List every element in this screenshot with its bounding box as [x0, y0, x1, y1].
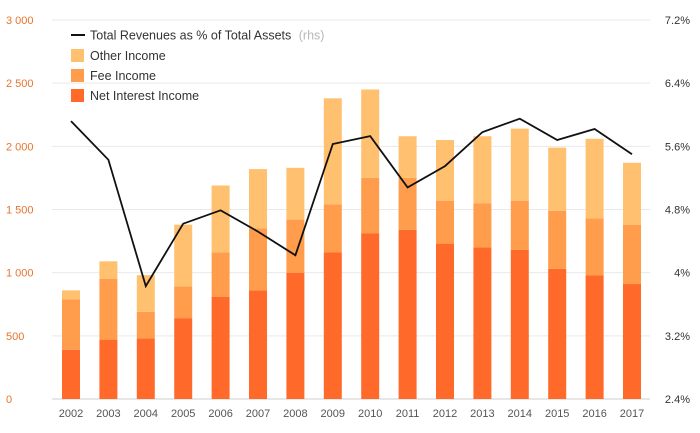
- bar-segment: [623, 284, 641, 399]
- bar-segment: [136, 338, 155, 399]
- bar-segment: [211, 252, 230, 297]
- x-tick-label: 2013: [470, 408, 494, 420]
- x-tick-label: 2003: [96, 408, 120, 420]
- x-axis-ticks: 2002 2003 2004 2005 2006 2007 2008 2009 2010 2011…: [59, 408, 644, 420]
- bar-segment: [62, 349, 80, 399]
- right-tick-label: 6.4%: [665, 78, 690, 90]
- bar-segment: [398, 136, 417, 178]
- bar-segment: [211, 296, 230, 399]
- bar-segment: [510, 249, 529, 399]
- bars: [62, 89, 641, 399]
- bar-segment: [174, 224, 193, 287]
- legend-swatch-other-income: [71, 49, 84, 62]
- bar-segment: [623, 162, 641, 225]
- bar-segment: [286, 219, 305, 273]
- x-tick-label: 2017: [620, 408, 644, 420]
- bar-segment: [473, 136, 492, 204]
- bar-segment: [398, 177, 417, 230]
- bar-segment: [323, 204, 342, 253]
- bar-segment: [286, 167, 305, 220]
- bar-segment: [361, 89, 380, 178]
- x-tick-label: 2006: [208, 408, 232, 420]
- left-tick-label: 3 000: [6, 15, 34, 27]
- bar-segment: [585, 218, 604, 276]
- bar-segment: [99, 278, 118, 340]
- bar-segment: [473, 203, 492, 248]
- bar-segment: [398, 229, 417, 399]
- bar-segment: [136, 311, 155, 339]
- legend-label-net-interest-income: Net Interest Income: [90, 89, 199, 103]
- bar-segment: [548, 268, 567, 399]
- x-tick-label: 2005: [171, 408, 195, 420]
- x-tick-label: 2009: [321, 408, 345, 420]
- bar-segment: [361, 177, 380, 234]
- bar-segment: [548, 210, 567, 269]
- bar-segment: [436, 200, 454, 244]
- left-tick-label: 1 500: [6, 205, 34, 217]
- bar-segment: [62, 299, 80, 350]
- right-tick-label: 2.4%: [665, 394, 690, 406]
- legend-swatch-fee-income: [71, 69, 84, 82]
- x-tick-label: 2014: [508, 408, 532, 420]
- left-tick-label: 500: [6, 331, 24, 343]
- bar-segment: [510, 200, 529, 250]
- legend: Total Revenues as % of Total Assets (rhs…: [71, 29, 324, 103]
- bar-segment: [548, 147, 567, 211]
- x-tick-label: 2002: [59, 408, 83, 420]
- left-tick-label: 2 500: [6, 78, 34, 90]
- bar-segment: [174, 286, 193, 319]
- x-tick-label: 2007: [246, 408, 270, 420]
- bar-segment: [99, 339, 118, 399]
- line-path: [70, 117, 633, 289]
- right-tick-label: 4%: [674, 268, 690, 280]
- bar-segment: [510, 128, 529, 201]
- bar-segment: [249, 228, 267, 291]
- bar-segment: [585, 275, 604, 399]
- right-tick-label: 7.2%: [665, 15, 690, 27]
- bar-segment: [99, 261, 118, 279]
- left-tick-label: 2 000: [6, 141, 34, 153]
- bar-segment: [436, 243, 454, 399]
- legend-line-label: Total Revenues as % of Total Assets (rhs…: [90, 29, 324, 43]
- left-tick-label: 1 000: [6, 268, 34, 280]
- legend-swatch-net-interest-income: [71, 89, 84, 102]
- x-tick-label: 2004: [134, 408, 158, 420]
- bar-segment: [249, 290, 267, 399]
- bar-segment: [361, 233, 380, 399]
- bar-segment: [323, 252, 342, 399]
- legend-label-fee-income: Fee Income: [90, 69, 156, 83]
- bar-segment: [436, 140, 454, 201]
- x-tick-label: 2011: [396, 408, 420, 420]
- legend-line-note: (rhs): [299, 29, 325, 43]
- x-tick-label: 2012: [433, 408, 457, 420]
- bar-segment: [174, 318, 193, 399]
- bar-segment: [585, 138, 604, 219]
- legend-label-other-income: Other Income: [90, 49, 166, 63]
- right-tick-label: 5.6%: [665, 141, 690, 153]
- x-tick-label: 2015: [545, 408, 569, 420]
- left-tick-label: 0: [6, 394, 12, 406]
- x-tick-label: 2016: [582, 408, 606, 420]
- right-tick-label: 3.2%: [665, 331, 690, 343]
- revenue-ratio-line: [70, 117, 633, 289]
- legend-line-name: Total Revenues as % of Total Assets: [90, 29, 291, 43]
- x-tick-label: 2008: [283, 408, 307, 420]
- bar-segment: [136, 275, 155, 312]
- bar-segment: [286, 272, 305, 399]
- right-axis-ticks: 2.4% 3.2% 4% 4.8% 5.6% 6.4% 7.2%: [665, 15, 690, 406]
- bar-segment: [473, 247, 492, 399]
- bar-segment: [211, 185, 230, 253]
- bar-segment: [249, 169, 267, 229]
- right-tick-label: 4.8%: [665, 205, 690, 217]
- left-axis-ticks: 0 500 1 000 1 500 2 000 2 500 3 000: [6, 15, 34, 406]
- bar-segment: [62, 290, 80, 300]
- x-tick-label: 2010: [358, 408, 382, 420]
- bar-segment: [623, 224, 641, 285]
- bar-segment: [323, 98, 342, 205]
